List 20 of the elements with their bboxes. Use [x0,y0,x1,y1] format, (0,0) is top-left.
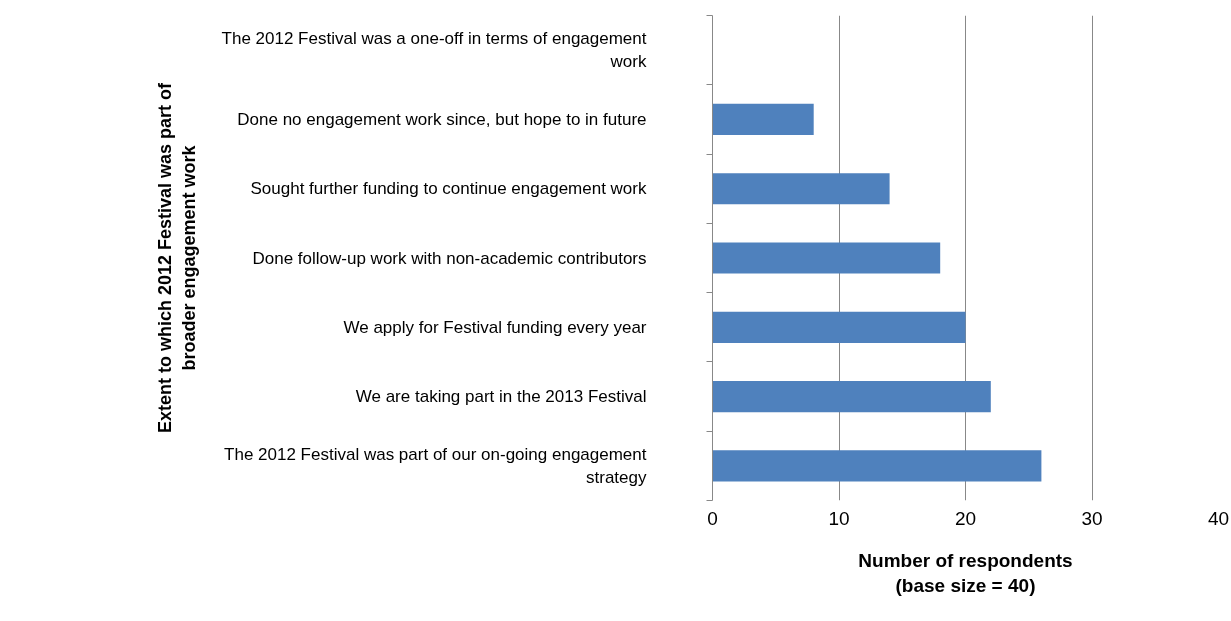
y-tick-label: Done no engagement work since, but hope to in future [237,109,647,129]
x-tick-label: 40 [1207,507,1230,529]
y-tick-label: We apply for Festival funding every year [343,317,647,337]
x-axis-title: Number of respondents (base size = 40) [858,549,1073,596]
x-tick-label: 20 [954,507,977,529]
x-tick-label: 30 [1081,507,1103,529]
y-tick-label: We are taking part in the 2013 Festival [355,387,647,407]
bar [712,103,814,136]
bar [712,173,890,205]
bar [712,311,966,343]
bar [712,380,991,413]
y-tick-label: The 2012 Festival was a one-off in terms of engagement work [221,29,647,72]
x-tick-label: 10 [828,507,850,529]
y-tick-label: The 2012 Festival was part of our on-going engagement strategy [224,444,647,487]
bar [712,450,1042,482]
y-tick-label: Sought further funding to continue engagement work [250,179,647,199]
y-axis-title: Extent to which 2012 Festival was part of broader engagement work [154,81,199,434]
bar [712,242,941,274]
x-tick-label: 0 [707,507,718,529]
y-tick-label: Done follow-up work with non-academic contributors [252,248,647,268]
